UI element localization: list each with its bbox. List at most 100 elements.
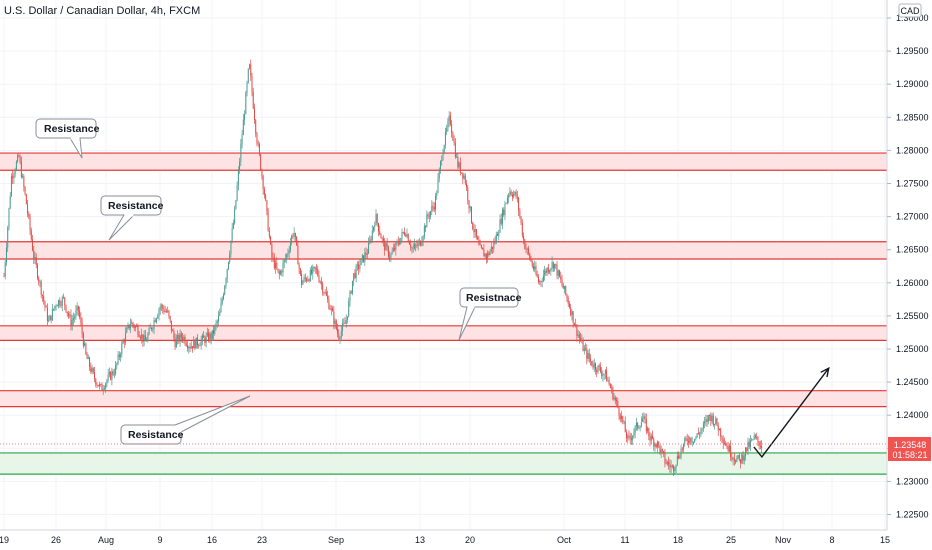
candle-body	[44, 301, 46, 307]
x-tick-label: 16	[207, 535, 217, 545]
candle-body	[689, 437, 691, 443]
candle-body	[653, 438, 655, 447]
candle-body	[583, 348, 585, 352]
candle-body	[348, 301, 350, 317]
candle-body	[710, 415, 712, 422]
chart-grid	[0, 0, 887, 530]
candle-body	[607, 380, 609, 382]
candle-body	[701, 428, 703, 431]
candle-body	[550, 268, 552, 271]
projection-arrow	[753, 366, 830, 459]
candle-body	[567, 298, 569, 304]
candle-body	[170, 320, 172, 331]
candle-body	[757, 436, 759, 442]
candle-body	[113, 373, 115, 375]
candle-body	[85, 343, 87, 355]
candle-body	[509, 191, 511, 195]
candle-body	[520, 216, 522, 224]
candle-body	[168, 310, 170, 317]
candle-body	[741, 454, 743, 464]
candle-body	[179, 333, 181, 342]
annotation-resistance-1[interactable]: Resistance	[35, 118, 100, 159]
candle-body	[639, 426, 641, 428]
candle-body	[726, 445, 728, 447]
x-tick-label: 9	[157, 535, 162, 545]
candle-body	[77, 306, 79, 311]
annotation-resistance-4[interactable]: Resistance	[120, 395, 251, 445]
time-axis[interactable]	[0, 530, 932, 550]
candle-body	[252, 92, 254, 109]
candle-body	[201, 335, 203, 340]
candle-body	[9, 196, 11, 209]
candle-body	[447, 121, 449, 129]
candle-body	[58, 300, 60, 306]
candle-body	[422, 236, 424, 242]
candle-body	[466, 183, 468, 188]
candle-body	[687, 441, 689, 443]
candle-body	[242, 119, 244, 136]
candle-body	[220, 303, 222, 313]
candle-body	[280, 271, 282, 275]
candle-body	[566, 294, 568, 299]
candle-body	[346, 316, 348, 321]
candle-body	[597, 365, 599, 373]
candle-body	[478, 239, 480, 245]
candle-body	[319, 281, 321, 283]
candle-body	[678, 455, 680, 459]
candle-body	[276, 262, 278, 269]
y-tick-label: 1.26000	[896, 278, 929, 288]
candle-body	[654, 443, 656, 447]
candle-body	[572, 311, 574, 324]
candle-body	[351, 280, 353, 294]
annotation-resistance-2[interactable]: Resistance	[100, 195, 164, 241]
candle-body	[167, 310, 169, 312]
candle-body	[581, 339, 583, 342]
y-tick-label: 1.29000	[896, 79, 929, 89]
candle-body	[339, 337, 341, 339]
candle-body	[204, 337, 206, 343]
candle-body	[679, 457, 681, 459]
candle-body	[379, 231, 381, 235]
candle-body	[427, 214, 429, 216]
candle-body	[256, 133, 258, 144]
candle-body	[485, 253, 487, 259]
candle-body	[510, 191, 512, 195]
candle-body	[663, 450, 665, 454]
candle-body	[446, 128, 448, 132]
candle-body	[573, 323, 575, 326]
candle-body	[97, 384, 99, 387]
candle-body	[86, 354, 88, 359]
y-tick-label: 1.25500	[896, 311, 929, 321]
candle-body	[224, 285, 226, 295]
annotation-resistnace-3[interactable]: Resistnace	[458, 287, 522, 341]
candle-body	[317, 268, 319, 276]
candle-body	[647, 427, 649, 432]
candle-body	[578, 334, 580, 338]
candle-body	[43, 295, 45, 302]
candle-body	[638, 427, 640, 429]
candle-body	[494, 242, 496, 243]
candle-body	[443, 145, 445, 153]
candle-body	[601, 371, 603, 376]
resistance-zone-fill	[0, 390, 887, 407]
candle-body	[545, 270, 547, 273]
candle-body	[438, 169, 440, 179]
candle-body	[495, 234, 497, 243]
currency-badge: CAD	[898, 3, 922, 18]
candle-body	[621, 415, 623, 420]
candle-body	[400, 237, 402, 244]
candle-body	[671, 465, 673, 467]
candle-body	[65, 304, 67, 312]
y-tick-label: 1.30000	[896, 13, 929, 23]
annotations: Resistance Resistance Resistnace Resista…	[35, 118, 522, 445]
candle-body	[723, 443, 725, 444]
candle-body	[599, 366, 601, 372]
candle-body	[603, 374, 605, 376]
candle-body	[598, 365, 600, 367]
candle-body	[395, 242, 397, 250]
candle-body	[38, 278, 40, 282]
candles	[3, 59, 763, 476]
candle-body	[7, 227, 9, 248]
candle-body	[658, 441, 660, 446]
